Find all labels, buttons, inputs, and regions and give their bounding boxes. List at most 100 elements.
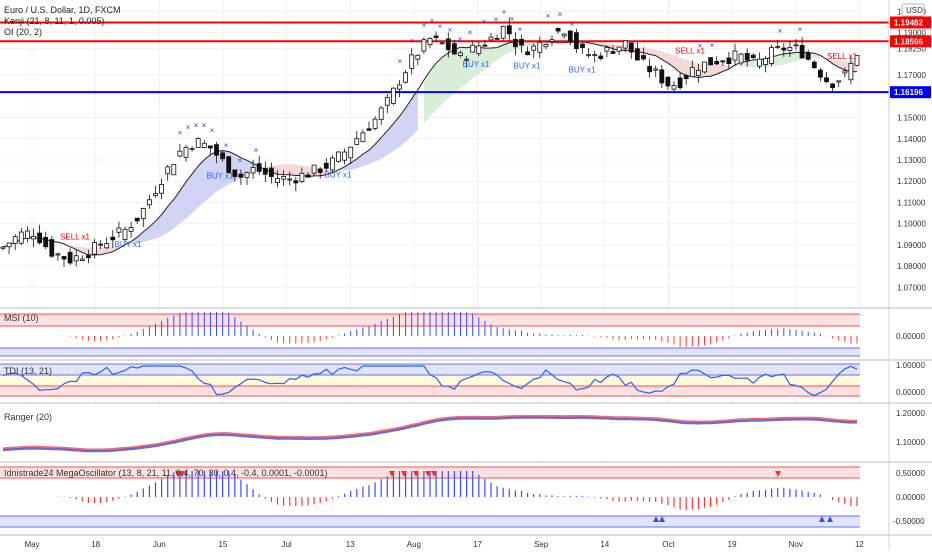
signal-x-mark: × xyxy=(546,12,551,21)
candle-body xyxy=(622,40,628,49)
ranger-pane[interactable]: Ranger (20) 1.20000 1.10000 xyxy=(0,406,925,460)
oi-legend: OI (20, 2) xyxy=(4,27,42,37)
signal-x-mark: × xyxy=(458,35,463,44)
candle-body xyxy=(647,65,652,73)
candle-body xyxy=(305,174,311,178)
mega-oscillator-pane[interactable]: Idnistrade24 MegaOscillator (13, 8, 21, … xyxy=(0,465,925,533)
signal-x-mark: × xyxy=(778,27,783,36)
candle-body xyxy=(616,46,622,52)
candle-body xyxy=(18,231,24,244)
buy-signal-label: BUY x1 xyxy=(325,170,353,179)
tdi-pane[interactable]: TDI (13, 21) 1.00000 0.00000 xyxy=(0,361,925,400)
tdi-label: TDI (13, 21) xyxy=(4,366,52,376)
mega-sell-marker xyxy=(425,471,431,477)
candle-body xyxy=(329,157,335,171)
candle-body xyxy=(494,37,500,40)
candle-body xyxy=(92,242,97,255)
signal-x-mark: × xyxy=(482,18,487,27)
buy-signal-label: BUY x1 xyxy=(115,240,143,249)
mega-buy-marker xyxy=(827,516,833,522)
candle-body xyxy=(738,53,744,64)
msi-pane[interactable]: MSI (10) 0.00000 xyxy=(0,311,925,357)
currency-badge[interactable]: USD xyxy=(901,3,925,17)
signal-x-mark: × xyxy=(502,8,507,17)
mega-tick-top: 0.50000 xyxy=(896,469,925,478)
buy-signal-label: BUY x1 xyxy=(569,65,597,74)
candle-body xyxy=(531,45,537,51)
signal-x-mark: × xyxy=(510,14,515,23)
candle-body xyxy=(287,178,293,181)
ranger-upper-line xyxy=(2,414,857,451)
mega-buy-marker xyxy=(659,516,665,522)
candle-body xyxy=(824,77,829,83)
candle-body xyxy=(195,138,201,148)
mega-sell-marker xyxy=(401,471,407,477)
signal-x-mark: × xyxy=(410,36,415,45)
msi-tick: 0.00000 xyxy=(896,332,925,341)
candle-body xyxy=(43,236,49,248)
ranger-tick-top: 1.20000 xyxy=(896,409,925,418)
candle-body xyxy=(390,87,396,104)
time-tick-label: Oct xyxy=(662,540,675,549)
mega-tick-bottom: -0.50000 xyxy=(893,517,925,526)
candle-body xyxy=(653,68,659,71)
price-axis[interactable]: 1.200001.190001.182501.170001.150001.140… xyxy=(897,7,926,292)
candle-body xyxy=(24,230,30,239)
candle-body xyxy=(403,72,409,83)
candle-body xyxy=(348,146,354,159)
candle-body xyxy=(763,58,768,65)
candle-body xyxy=(61,256,67,260)
candle-body xyxy=(458,52,463,56)
mega-tick-zero: 0.00000 xyxy=(896,493,925,502)
candle-body xyxy=(317,168,323,173)
candle-body xyxy=(592,54,598,56)
candle-body xyxy=(549,39,555,42)
time-tick-label: 19 xyxy=(728,540,737,549)
signal-x-mark: × xyxy=(570,20,575,29)
price-tick-label: 1.17000 xyxy=(897,71,926,80)
candle-body xyxy=(146,199,152,206)
candle-body xyxy=(506,25,512,35)
candle-body xyxy=(73,255,79,262)
candle-body xyxy=(598,55,604,59)
candle-body xyxy=(744,52,750,61)
candle-body xyxy=(665,76,671,87)
candle-body xyxy=(244,172,250,178)
candle-body xyxy=(336,151,341,162)
candle-body xyxy=(708,57,713,66)
price-tick-label: 1.07000 xyxy=(897,283,926,292)
signal-x-mark: × xyxy=(468,28,473,37)
buy-signal-label: BUY x1 xyxy=(514,62,542,71)
candle-body xyxy=(323,162,329,169)
candle-body xyxy=(488,36,494,41)
candle-body xyxy=(281,176,287,180)
price-pane[interactable]: ×× × ×××××××× ×× ×××× ××××× ××× ×× × SELL x1BUY … xyxy=(0,5,889,267)
candle-body xyxy=(732,50,738,61)
kenji-legend: Kenji (21, 8, 11, 1, 0.005) xyxy=(4,16,104,26)
signal-x-mark: × xyxy=(398,57,403,66)
candle-body xyxy=(635,48,640,61)
signal-x-mark: × xyxy=(224,141,229,150)
candle-body xyxy=(567,30,573,43)
candle-body xyxy=(451,43,457,55)
time-axis[interactable]: May 18 Jun 15 Jul 13 Aug 17 Sep 14 Oct 19 Nov 12 xyxy=(24,540,864,549)
candle-body xyxy=(671,85,677,90)
tdi-tick-top: 1.00000 xyxy=(896,361,925,370)
candle-body xyxy=(696,69,701,76)
candle-body xyxy=(604,47,610,52)
signal-x-mark: × xyxy=(698,42,703,51)
kenji-cloud-upper xyxy=(423,40,821,124)
time-tick-label: Sep xyxy=(534,540,549,549)
candle-body xyxy=(159,184,165,194)
candle-body xyxy=(86,255,91,259)
candle-body xyxy=(256,163,262,172)
time-tick-label: 18 xyxy=(91,540,100,549)
candle-body xyxy=(610,51,616,54)
candle-body xyxy=(116,227,122,233)
candle-body xyxy=(476,45,482,54)
candle-body xyxy=(805,52,811,60)
ranger-label: Ranger (20) xyxy=(4,412,52,422)
price-tick-label: 1.13000 xyxy=(897,156,926,165)
candle-body xyxy=(79,258,85,261)
